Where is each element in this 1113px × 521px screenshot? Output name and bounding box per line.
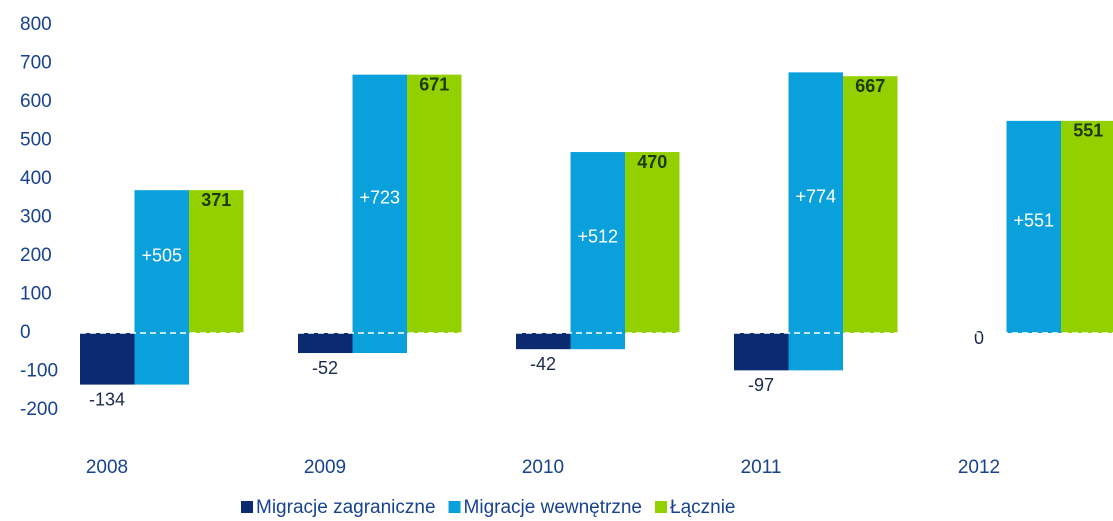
data-label: +512 [577,226,618,246]
y-tick-label: 800 [20,14,52,35]
data-label: 0 [974,328,984,348]
bar [80,333,135,385]
data-label: -97 [748,375,774,395]
x-tick-label: 2012 [958,457,1000,478]
bar [625,152,680,333]
bar [134,190,189,385]
bar [516,333,571,350]
x-tick-label: 2008 [86,457,128,478]
legend-label: Łącznie [670,497,736,518]
bar [843,76,898,333]
y-tick-label: 500 [20,130,52,151]
bar [1061,120,1113,334]
legend-swatch [241,501,253,513]
x-tick-label: 2011 [741,457,782,478]
y-tick-label: 300 [20,207,52,228]
legend-label: Migracje wewnętrzne [464,497,642,518]
bar [734,333,789,371]
legend-swatch [655,501,667,513]
y-tick-label: 400 [20,168,52,189]
y-tick-label: 700 [20,53,52,74]
y-tick-label: 100 [20,284,52,305]
y-tick-label: 0 [20,322,31,343]
bar [1006,120,1061,334]
x-tick-label: 2009 [304,457,346,478]
data-label: -134 [89,389,125,409]
data-label: +505 [141,245,182,265]
y-tick-label: 600 [20,91,52,112]
data-label: +774 [795,186,836,206]
data-label: -42 [530,354,556,374]
data-label: +723 [359,188,400,208]
legend-label: Migracje zagraniczne [256,497,436,518]
data-label: 671 [419,74,449,94]
bar [788,72,843,371]
data-label: 667 [855,76,885,96]
y-tick-label: -100 [20,361,58,382]
data-label: 371 [201,190,231,210]
legend-swatch [448,501,461,513]
bar [407,74,462,333]
bar [570,152,625,350]
data-label: +551 [1013,211,1054,231]
y-tick-label: 200 [20,245,52,266]
data-label: -52 [312,358,338,378]
bar [298,333,353,354]
data-label: 551 [1073,121,1103,141]
bar [189,190,244,333]
y-tick-label: -200 [20,399,58,420]
x-tick-label: 2010 [522,457,564,478]
data-label: 470 [637,152,667,172]
bar [352,74,407,354]
